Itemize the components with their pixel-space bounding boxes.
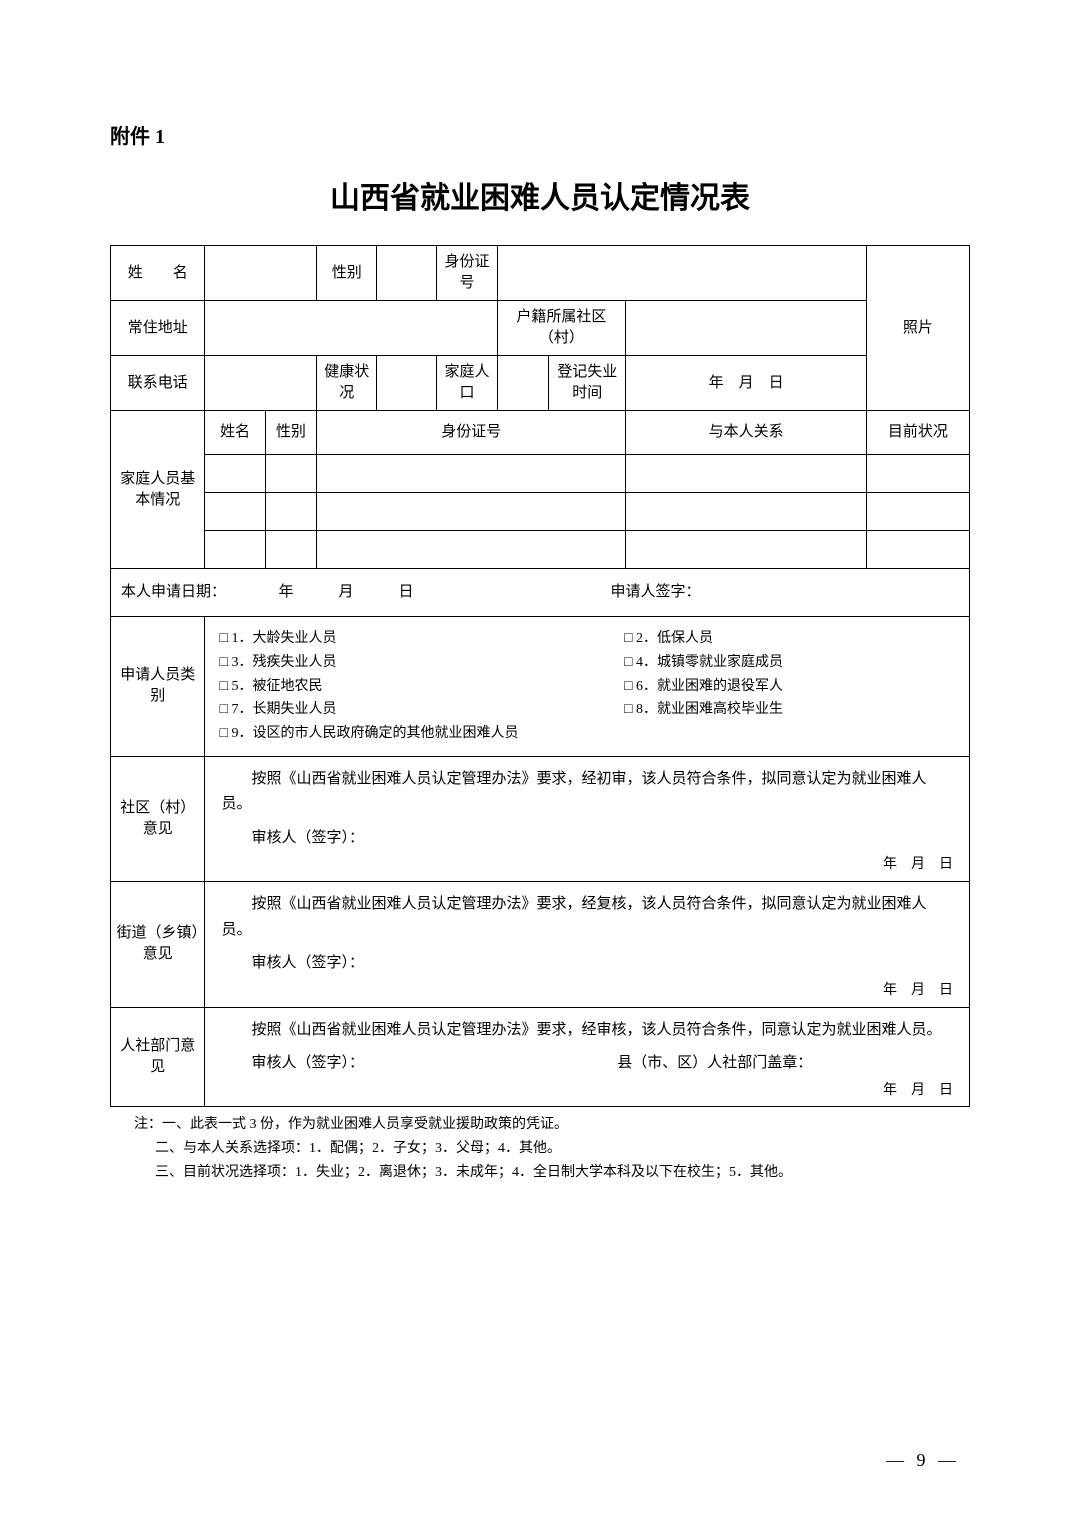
form-page: 附件 1 山西省就业困难人员认定情况表 姓 名 性别 身份证号 照片 常住地址 …: [0, 0, 1080, 1245]
family-h-relation: 与本人关系: [626, 411, 867, 455]
cat-5[interactable]: □ 5．被征地农民: [219, 675, 624, 699]
field-address[interactable]: [205, 301, 497, 356]
opinion-street-sig: 审核人（签字）：: [221, 951, 953, 977]
notes-section: 注：一、此表一式 3 份，作为就业困难人员享受就业援助政策的凭证。 二、与本人关…: [110, 1113, 970, 1184]
label-categories: 申请人员类别: [111, 617, 205, 757]
label-gender: 性别: [317, 246, 377, 301]
categories-row: 申请人员类别 □ 1．大龄失业人员□ 2．低保人员 □ 3．残疾失业人员□ 4．…: [111, 617, 970, 757]
attachment-label: 附件 1: [110, 120, 970, 149]
opinion-community-cell[interactable]: 按照《山西省就业困难人员认定管理办法》要求，经初审，该人员符合条件，拟同意认定为…: [205, 756, 970, 881]
opinion-street-row: 街道（乡镇）意见 按照《山西省就业困难人员认定管理办法》要求，经复核，该人员符合…: [111, 882, 970, 1007]
field-hukou[interactable]: [626, 301, 867, 356]
family-row-2: [111, 493, 970, 531]
field-unemp-time[interactable]: 年 月 日: [626, 356, 867, 411]
family-header-row: 家庭人员基本情况 姓名 性别 身份证号 与本人关系 目前状况: [111, 411, 970, 455]
field-phone[interactable]: [205, 356, 317, 411]
family-3-gender[interactable]: [265, 531, 317, 569]
note-2: 二、与本人关系选择项：1．配偶；2．子女；3．父母；4．其他。: [134, 1137, 970, 1161]
photo-box[interactable]: 照片: [866, 246, 969, 411]
opinion-hrss-row: 人社部门意见 按照《山西省就业困难人员认定管理办法》要求，经审核，该人员符合条件…: [111, 1007, 970, 1107]
label-health: 健康状况: [317, 356, 377, 411]
label-phone: 联系电话: [111, 356, 205, 411]
cat-1[interactable]: □ 1．大龄失业人员: [219, 627, 624, 651]
cat-4[interactable]: □ 4．城镇零就业家庭成员: [624, 651, 955, 675]
opinion-community-row: 社区（村）意见 按照《山西省就业困难人员认定管理办法》要求，经初审，该人员符合条…: [111, 756, 970, 881]
cat-8[interactable]: □ 8．就业困难高校毕业生: [624, 698, 955, 722]
apply-date-label: 本人申请日期： 年 月 日: [121, 582, 611, 603]
note-1: 注：一、此表一式 3 份，作为就业困难人员享受就业援助政策的凭证。: [134, 1113, 970, 1137]
label-unemp-time: 登记失业时间: [549, 356, 626, 411]
family-1-status[interactable]: [866, 455, 969, 493]
family-3-name[interactable]: [205, 531, 265, 569]
opinion-street-date: 年 月 日: [221, 979, 953, 1003]
form-table: 姓 名 性别 身份证号 照片 常住地址 户籍所属社区（村） 联系电话 健康状况 …: [110, 245, 970, 1107]
field-id[interactable]: [497, 246, 866, 301]
family-1-relation[interactable]: [626, 455, 867, 493]
opinion-hrss-cell[interactable]: 按照《山西省就业困难人员认定管理办法》要求，经审核，该人员符合条件，同意认定为就…: [205, 1007, 970, 1107]
label-hukou: 户籍所属社区（村）: [497, 301, 626, 356]
family-2-name[interactable]: [205, 493, 265, 531]
field-name[interactable]: [205, 246, 317, 301]
cat-2[interactable]: □ 2．低保人员: [624, 627, 955, 651]
family-2-status[interactable]: [866, 493, 969, 531]
label-id: 身份证号: [437, 246, 497, 301]
opinion-community-text: 按照《山西省就业困难人员认定管理办法》要求，经初审，该人员符合条件，拟同意认定为…: [221, 767, 953, 818]
family-1-gender[interactable]: [265, 455, 317, 493]
opinion-street-cell[interactable]: 按照《山西省就业困难人员认定管理办法》要求，经复核，该人员符合条件，拟同意认定为…: [205, 882, 970, 1007]
label-family-pop: 家庭人口: [437, 356, 497, 411]
opinion-street-text: 按照《山西省就业困难人员认定管理办法》要求，经复核，该人员符合条件，拟同意认定为…: [221, 892, 953, 943]
cat-9[interactable]: □ 9．设区的市人民政府确定的其他就业困难人员: [219, 722, 955, 746]
opinion-hrss-stamp: 县（市、区）人社部门盖章：: [587, 1051, 953, 1077]
apply-signer-label: 申请人签字：: [611, 582, 965, 603]
page-number: — 9 —: [886, 1450, 960, 1471]
cat-7[interactable]: □ 7．长期失业人员: [219, 698, 624, 722]
family-h-name: 姓名: [205, 411, 265, 455]
opinion-community-sig: 审核人（签字）：: [221, 826, 953, 852]
label-family-section: 家庭人员基本情况: [111, 411, 205, 569]
family-1-name[interactable]: [205, 455, 265, 493]
family-1-id[interactable]: [317, 455, 626, 493]
row-basic-2: 常住地址 户籍所属社区（村）: [111, 301, 970, 356]
family-row-3: [111, 531, 970, 569]
apply-cell[interactable]: 本人申请日期： 年 月 日 申请人签字：: [111, 569, 970, 617]
apply-row: 本人申请日期： 年 月 日 申请人签字：: [111, 569, 970, 617]
field-gender[interactable]: [377, 246, 437, 301]
categories-cell[interactable]: □ 1．大龄失业人员□ 2．低保人员 □ 3．残疾失业人员□ 4．城镇零就业家庭…: [205, 617, 970, 757]
family-h-id: 身份证号: [317, 411, 626, 455]
label-opinion-street: 街道（乡镇）意见: [111, 882, 205, 1007]
family-3-id[interactable]: [317, 531, 626, 569]
note-3: 三、目前状况选择项：1．失业；2．离退休；3．未成年；4．全日制大学本科及以下在…: [134, 1161, 970, 1185]
family-h-status: 目前状况: [866, 411, 969, 455]
field-health[interactable]: [377, 356, 437, 411]
field-family-pop[interactable]: [497, 356, 549, 411]
opinion-hrss-sig: 审核人（签字）：: [221, 1051, 587, 1077]
opinion-hrss-date: 年 月 日: [221, 1079, 953, 1103]
row-basic-3: 联系电话 健康状况 家庭人口 登记失业时间 年 月 日: [111, 356, 970, 411]
family-2-gender[interactable]: [265, 493, 317, 531]
row-basic-1: 姓 名 性别 身份证号 照片: [111, 246, 970, 301]
family-2-relation[interactable]: [626, 493, 867, 531]
family-3-status[interactable]: [866, 531, 969, 569]
family-h-gender: 性别: [265, 411, 317, 455]
label-opinion-hrss: 人社部门意见: [111, 1007, 205, 1107]
label-address: 常住地址: [111, 301, 205, 356]
family-2-id[interactable]: [317, 493, 626, 531]
opinion-hrss-text: 按照《山西省就业困难人员认定管理办法》要求，经审核，该人员符合条件，同意认定为就…: [221, 1018, 953, 1044]
family-3-relation[interactable]: [626, 531, 867, 569]
family-row-1: [111, 455, 970, 493]
main-title: 山西省就业困难人员认定情况表: [110, 173, 970, 217]
cat-6[interactable]: □ 6．就业困难的退役军人: [624, 675, 955, 699]
label-opinion-community: 社区（村）意见: [111, 756, 205, 881]
opinion-community-date: 年 月 日: [221, 853, 953, 877]
cat-3[interactable]: □ 3．残疾失业人员: [219, 651, 624, 675]
label-name: 姓 名: [111, 246, 205, 301]
